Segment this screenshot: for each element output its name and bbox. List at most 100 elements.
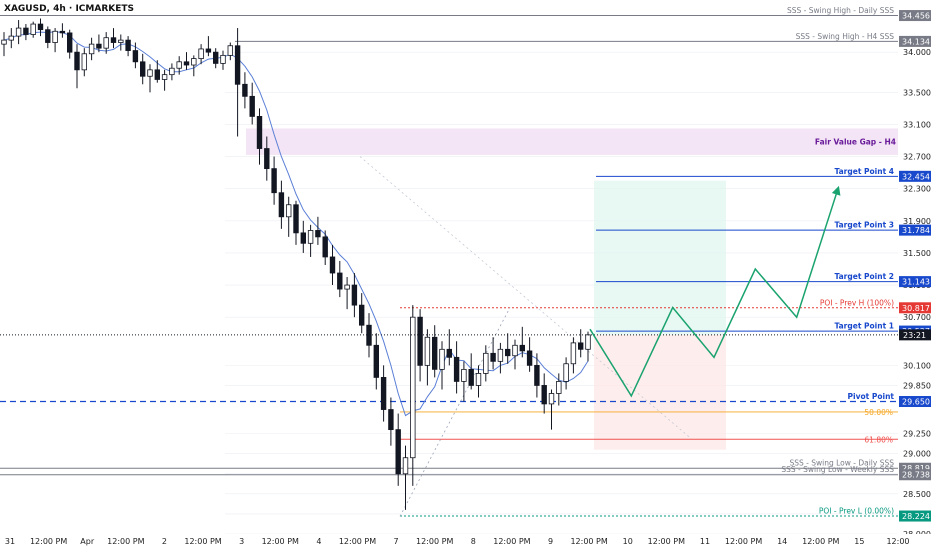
projection-arrow xyxy=(831,185,841,196)
fib-diagonal-upper xyxy=(359,156,691,438)
candle-body xyxy=(358,304,365,326)
candle-body xyxy=(176,61,182,69)
candle-body xyxy=(169,67,175,76)
candle-body xyxy=(103,37,109,49)
candle-body xyxy=(388,409,394,431)
price-tag xyxy=(899,224,931,236)
candle-body xyxy=(125,39,131,51)
candle-body xyxy=(30,23,36,35)
candle-body xyxy=(52,30,58,43)
candle-body xyxy=(23,27,29,35)
candle-body xyxy=(139,61,146,77)
countdown-label: 23:21 xyxy=(903,331,926,340)
price-tag xyxy=(899,35,931,47)
candle-body xyxy=(293,204,299,234)
level-label: Target Point 1 xyxy=(834,322,894,331)
time-tick-label: 9 xyxy=(548,537,553,546)
fair-value-gap-label: Fair Value Gap - H4 xyxy=(815,138,896,147)
price-tag xyxy=(899,396,931,408)
candle-body xyxy=(183,61,190,66)
candle-body xyxy=(191,58,197,66)
time-tick-label: 2 xyxy=(162,537,167,546)
candle-body xyxy=(519,344,525,352)
candle-body xyxy=(526,350,533,366)
candle-body xyxy=(490,352,496,362)
price-axis[interactable] xyxy=(898,0,932,550)
candle-body xyxy=(402,457,409,475)
candlesticks xyxy=(1,18,591,510)
candle-body xyxy=(329,256,336,274)
candle-body xyxy=(59,30,66,34)
price-tick-label: 30.700 xyxy=(903,313,931,322)
candle-body xyxy=(271,168,277,194)
candle-body xyxy=(285,204,292,218)
chart-title: XAGUSD, 4h · ICMARKETS xyxy=(4,4,134,14)
price-tag xyxy=(899,462,931,474)
price-tag-label: 28.224 xyxy=(902,512,930,521)
fib-label: 50.00% xyxy=(864,408,893,417)
candle-body xyxy=(344,284,350,290)
time-tick-label: 12:00 xyxy=(886,537,909,546)
candle-body xyxy=(534,364,540,386)
candle-body xyxy=(395,429,401,475)
candle-body xyxy=(67,32,73,53)
candle-body xyxy=(337,272,343,290)
candle-body xyxy=(424,336,431,366)
candle-body xyxy=(205,48,212,53)
candle-body xyxy=(307,230,314,244)
candle-body xyxy=(410,316,416,459)
price-tag-label: 31.143 xyxy=(902,278,930,287)
level-label: POI - Prev L (0.00%) xyxy=(819,507,894,516)
fibonacci-levels: 50.00% 61.80% xyxy=(400,408,898,444)
candle-body xyxy=(585,334,591,350)
time-tick-label: 12:00 PM xyxy=(262,537,299,546)
price-tick-label: 29.850 xyxy=(903,381,931,390)
candle-body xyxy=(161,74,168,80)
candle-body xyxy=(256,116,263,149)
price-tag xyxy=(899,10,931,22)
time-tick-label: Apr xyxy=(80,537,95,546)
time-tick-label: 12:00 PM xyxy=(30,537,67,546)
level-label: POI - Prev H (100%) xyxy=(820,298,894,307)
candle-body xyxy=(154,69,160,80)
candle-body xyxy=(234,45,241,85)
price-tick-label: 32.700 xyxy=(903,153,931,162)
candle-body xyxy=(563,363,569,382)
time-tick-label: 12:00 PM xyxy=(416,537,453,546)
candle-body xyxy=(147,69,153,77)
candle-body xyxy=(322,236,328,258)
price-tick-label: 31.500 xyxy=(903,249,931,258)
candle-body xyxy=(45,29,51,43)
time-tick-label: 12:00 PM xyxy=(725,537,762,546)
candle-body xyxy=(380,377,387,410)
price-levels: SSS - Swing High - Daily SSS SSS - Swing … xyxy=(0,6,898,517)
candle-body xyxy=(249,95,255,117)
price-tag-label: 31.784 xyxy=(902,226,930,235)
price-tag-label: 29.650 xyxy=(902,398,930,407)
candle-body xyxy=(96,43,102,49)
candle-body xyxy=(570,342,577,365)
candle-body xyxy=(578,342,584,350)
candle-body xyxy=(446,348,452,358)
candle-body xyxy=(1,39,7,45)
candle-body xyxy=(132,50,139,63)
candle-body xyxy=(74,51,80,71)
price-tick-label: 31.900 xyxy=(903,217,931,226)
level-label: Pivot Point xyxy=(848,392,895,401)
price-tick-label: 28.500 xyxy=(903,490,931,499)
time-tick-label: 10 xyxy=(623,537,633,546)
price-tag-label: 28.819 xyxy=(902,464,930,473)
fib-label: 61.80% xyxy=(864,435,893,444)
candle-body xyxy=(212,51,219,64)
candle-body xyxy=(264,148,270,170)
candle-body xyxy=(475,372,482,386)
price-tag xyxy=(899,510,931,522)
candle-body xyxy=(512,344,518,357)
candle-body xyxy=(37,23,44,31)
level-label: Target Point 4 xyxy=(834,167,894,176)
price-tick-label: 33.500 xyxy=(903,88,931,97)
level-label: Target Point 2 xyxy=(834,272,894,281)
time-axis[interactable] xyxy=(0,534,932,550)
time-tick-label: 7 xyxy=(394,537,399,546)
